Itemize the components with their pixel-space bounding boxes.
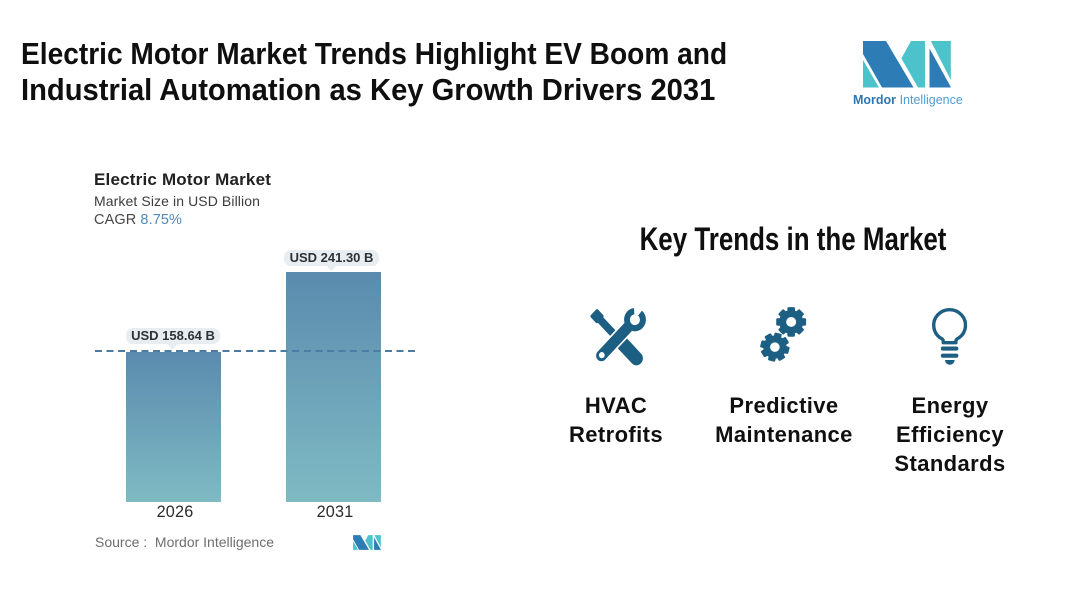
svg-text:MordorIntelligence: Mordor Intelligence (853, 93, 963, 107)
